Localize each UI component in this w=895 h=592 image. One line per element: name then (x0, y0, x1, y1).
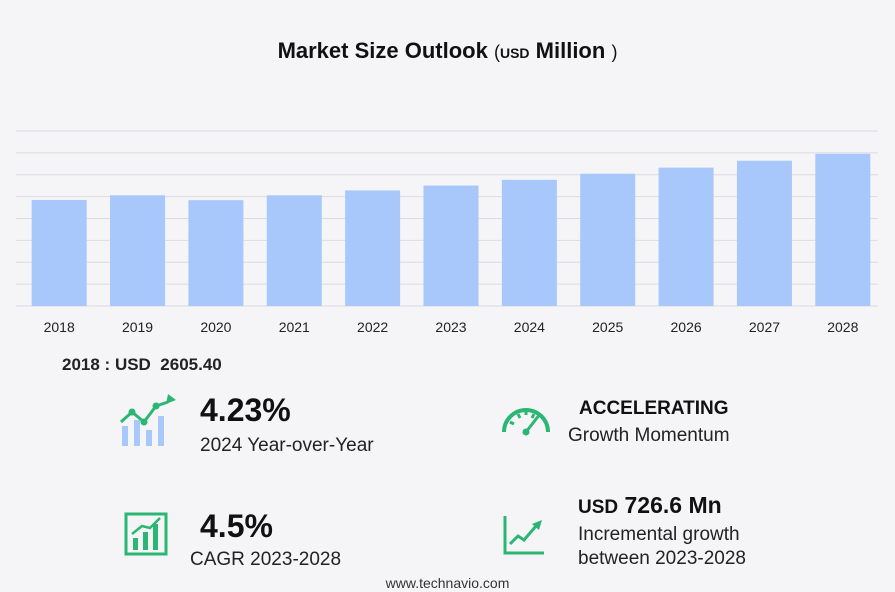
base-year-value: 2018 : USD 2605.40 (62, 355, 222, 375)
x-tick-label-2028: 2028 (827, 319, 858, 335)
cagr-label: CAGR 2023-2028 (190, 549, 342, 570)
footer-url: www.technavio.com (385, 575, 510, 591)
bar-2027 (736, 160, 792, 306)
chart-title: Market Size Outlook (USD Million ) (0, 38, 895, 64)
title-unit: Million (535, 38, 606, 63)
title-paren-close: ) (611, 42, 618, 62)
title-unit-prefix: USD (499, 45, 530, 61)
momentum-stat: ACCELERATING Growth Momentum (568, 399, 730, 448)
incremental-stat: USD 726.6 Mn Incremental growth between … (578, 494, 746, 571)
incremental-currency: USD (578, 497, 619, 518)
cagr-value: 4.5% (200, 508, 273, 544)
x-tick-label-2022: 2022 (357, 319, 388, 335)
growth-chart-icon (118, 392, 180, 455)
incremental-label-2: between 2023-2028 (578, 547, 746, 569)
bar-2023 (423, 185, 479, 306)
yoy-value: 4.23% (200, 392, 291, 428)
x-tick-label-2025: 2025 (592, 319, 623, 335)
speedometer-icon (498, 400, 554, 445)
x-tick-label-2019: 2019 (122, 319, 153, 335)
bar-2024 (501, 179, 557, 306)
x-tick-label-2024: 2024 (514, 319, 545, 335)
x-tick-label-2027: 2027 (749, 319, 780, 335)
yoy-label: 2024 Year-over-Year (200, 435, 374, 456)
x-tick-label-2018: 2018 (44, 319, 75, 335)
trend-line-icon (502, 514, 546, 561)
bar-growth-icon (124, 512, 168, 561)
x-tick-label-2020: 2020 (200, 319, 231, 335)
bar-2026 (658, 167, 714, 306)
incremental-label-1: Incremental growth (578, 524, 740, 545)
incremental-value: 726.6 Mn (624, 492, 722, 518)
bar-2025 (580, 173, 636, 306)
x-tick-label-2026: 2026 (671, 319, 702, 335)
base-amount: 2605.40 (160, 355, 222, 374)
bar-chart: 2018 2019 2020 2021 2022 2023 2024 2025 2026 2027… (16, 130, 878, 335)
x-tick-label-2021: 2021 (279, 319, 310, 335)
incremental-value-line: USD 726.6 Mn (578, 492, 746, 518)
momentum-value: ACCELERATING (579, 398, 729, 419)
title-paren-open: ( (493, 42, 500, 62)
cagr-stat: 4.5% CAGR 2023-2028 (190, 510, 341, 572)
yoy-stat: 4.23% 2024 Year-over-Year (200, 394, 374, 458)
bar-2021 (266, 195, 322, 306)
bar-2020 (188, 200, 244, 306)
momentum-label: Growth Momentum (568, 425, 730, 446)
bar-2028 (815, 153, 871, 306)
bar-2019 (110, 195, 166, 306)
chart-title-text: Market Size Outlook (277, 38, 488, 63)
bar-2018 (31, 199, 87, 306)
bar-2022 (345, 190, 401, 306)
x-tick-label-2023: 2023 (435, 319, 466, 335)
base-separator: : (99, 355, 115, 374)
base-year: 2018 (62, 355, 100, 374)
base-currency: USD (114, 355, 151, 374)
